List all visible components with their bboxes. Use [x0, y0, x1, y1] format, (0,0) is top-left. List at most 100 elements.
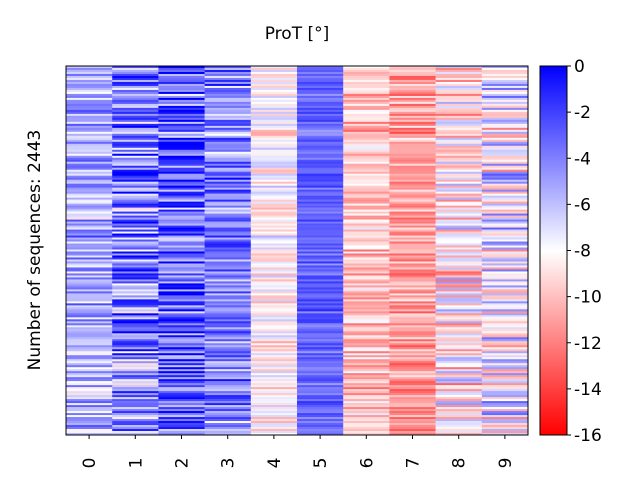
heatmap-cell	[343, 145, 390, 149]
heatmap-cell	[343, 229, 390, 232]
heatmap-cell	[435, 125, 483, 129]
heatmap-cell	[204, 335, 252, 338]
heatmap-cell	[435, 371, 483, 374]
heatmap-cell	[158, 229, 205, 232]
heatmap-cell	[481, 413, 529, 416]
heatmap-cell	[112, 357, 159, 360]
heatmap-cell	[435, 365, 483, 368]
heatmap-cell	[435, 255, 483, 258]
heatmap-cell	[343, 239, 390, 242]
heatmap-cell	[389, 291, 436, 294]
heatmap-cell	[435, 149, 483, 153]
heatmap-cell	[158, 239, 205, 242]
heatmap-cell	[158, 163, 205, 167]
heatmap-cell	[66, 207, 113, 210]
heatmap-cell	[435, 291, 483, 294]
heatmap-cell	[343, 389, 390, 392]
heatmap-cell	[158, 167, 205, 171]
heatmap-cell	[343, 275, 390, 278]
heatmap-cell	[343, 221, 390, 224]
heatmap-cell	[389, 79, 436, 83]
heatmap-cell	[204, 173, 252, 176]
heatmap-cell	[435, 289, 483, 292]
heatmap-cell	[389, 327, 436, 330]
heatmap-cell	[250, 255, 298, 258]
heatmap-cell	[297, 113, 344, 117]
heatmap-cell	[297, 317, 344, 320]
heatmap-cell	[158, 117, 205, 121]
heatmap-cell	[389, 385, 436, 388]
heatmap-cell	[481, 205, 529, 208]
heatmap-cell	[481, 311, 529, 314]
heatmap-cell	[66, 233, 113, 236]
heatmap-cell	[204, 67, 252, 71]
heatmap-cell	[112, 307, 159, 310]
heatmap-cell	[204, 389, 252, 392]
heatmap-cell	[158, 371, 205, 374]
heatmap-cell	[297, 371, 344, 374]
heatmap-cell	[158, 309, 205, 312]
heatmap-cell	[389, 305, 436, 308]
heatmap-cell	[435, 207, 483, 210]
heatmap-cell	[66, 363, 113, 366]
heatmap-cell	[250, 263, 298, 266]
heatmap-cell	[435, 375, 483, 378]
heatmap-cell	[389, 111, 436, 115]
heatmap-cell	[158, 347, 205, 350]
heatmap-cell	[297, 155, 344, 159]
heatmap-cell	[435, 157, 483, 161]
heatmap-cell	[343, 307, 390, 310]
heatmap-cell	[204, 387, 252, 390]
heatmap-cell	[435, 317, 483, 320]
heatmap-cell	[158, 381, 205, 384]
heatmap-cell	[250, 153, 298, 157]
heatmap-cell	[343, 417, 390, 420]
heatmap-cell	[250, 315, 298, 318]
heatmap-cell	[481, 241, 529, 244]
heatmap-cell	[435, 87, 483, 91]
heatmap-cell	[389, 249, 436, 252]
x-tick-label: 1	[126, 458, 146, 469]
heatmap-cell	[297, 295, 344, 298]
heatmap-cell	[158, 175, 205, 178]
heatmap-cell	[66, 151, 113, 155]
heatmap-cell	[250, 109, 298, 113]
heatmap-cell	[389, 337, 436, 340]
heatmap-cell	[250, 79, 298, 83]
heatmap-cell	[343, 223, 390, 226]
heatmap-cell	[435, 77, 483, 81]
heatmap-cell	[389, 215, 436, 218]
heatmap-cell	[297, 351, 344, 354]
heatmap-cell	[204, 101, 252, 105]
heatmap-cell	[389, 97, 436, 101]
plot-frame	[65, 65, 529, 436]
heatmap-cell	[343, 387, 390, 390]
heatmap-cell	[158, 263, 205, 266]
heatmap-cell	[250, 303, 298, 306]
heatmap-cell	[204, 127, 252, 131]
heatmap-cell	[66, 179, 113, 182]
heatmap-cell	[204, 269, 252, 272]
heatmap-cell	[158, 305, 205, 308]
heatmap-cell	[204, 411, 252, 414]
heatmap-cell	[297, 195, 344, 198]
heatmap-cell	[250, 139, 298, 143]
heatmap-cell	[250, 271, 298, 274]
heatmap-cell	[112, 155, 159, 159]
heatmap-cell	[158, 363, 205, 366]
heatmap-cell	[389, 161, 436, 165]
heatmap-cell	[158, 161, 205, 165]
heatmap-cell	[250, 87, 298, 91]
heatmap-cell	[250, 297, 298, 300]
heatmap-cell	[343, 87, 390, 91]
heatmap-cell	[250, 327, 298, 330]
heatmap-cell	[481, 305, 529, 308]
heatmap-cell	[481, 385, 529, 388]
heatmap-cell	[204, 125, 252, 129]
heatmap-cell	[250, 393, 298, 396]
heatmap-cell	[481, 195, 529, 198]
heatmap-cell	[389, 69, 436, 73]
heatmap-cell	[204, 83, 252, 87]
heatmap-cell	[250, 413, 298, 416]
heatmap-cell	[435, 247, 483, 250]
